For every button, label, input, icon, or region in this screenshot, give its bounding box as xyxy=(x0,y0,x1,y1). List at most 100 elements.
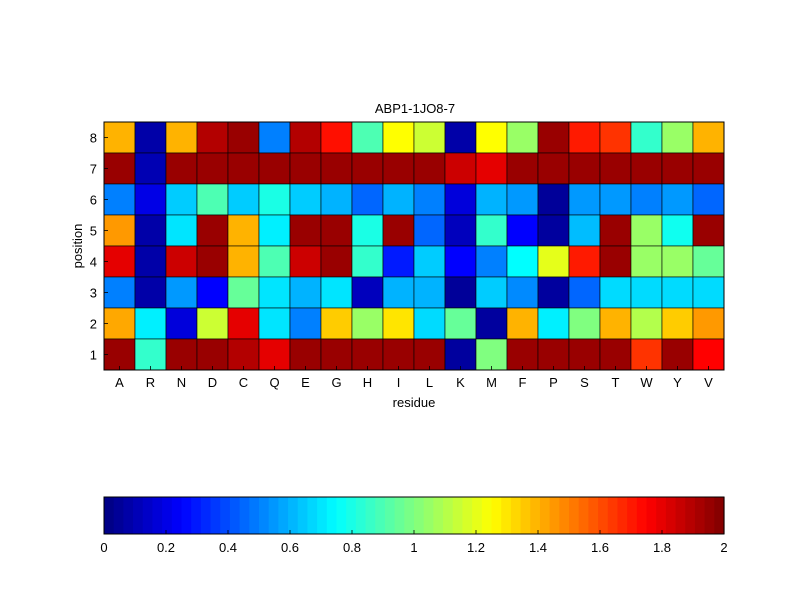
heatmap-cell-2-I xyxy=(382,307,415,340)
heatmap-cell-7-R xyxy=(134,152,167,185)
heatmap-cell-5-W xyxy=(630,214,663,247)
heatmap-cell-2-G xyxy=(320,307,353,340)
heatmap-cell-8-I xyxy=(382,121,415,154)
colorbar-swatch xyxy=(598,497,609,534)
heatmap-cell-1-A xyxy=(103,338,136,371)
heatmap-cell-2-P xyxy=(537,307,570,340)
colorbar-tick-label-1.4: 1.4 xyxy=(529,540,547,555)
colorbar-swatch xyxy=(559,497,570,534)
colorbar-swatch xyxy=(656,497,667,534)
heatmap-cell-5-A xyxy=(103,214,136,247)
heatmap-cell-1-Q xyxy=(258,338,291,371)
colorbar-swatch xyxy=(288,497,299,534)
heatmap-cell-3-W xyxy=(630,276,663,309)
heatmap-cell-1-T xyxy=(599,338,632,371)
x-axis-label: residue xyxy=(393,395,436,410)
heatmap-cell-3-R xyxy=(134,276,167,309)
heatmap-cell-3-N xyxy=(165,276,198,309)
colorbar-swatch xyxy=(607,497,619,534)
colorbar-swatch xyxy=(113,497,124,534)
heatmap-cell-7-T xyxy=(599,152,632,185)
heatmap-cell-4-A xyxy=(103,245,136,278)
heatmap-cell-3-P xyxy=(537,276,570,309)
colorbar-swatch xyxy=(481,497,493,534)
heatmap-cell-1-H xyxy=(351,338,384,371)
heatmap-cell-5-V xyxy=(692,214,725,247)
y-tick-label-6: 6 xyxy=(90,193,97,208)
colorbar-swatch xyxy=(539,497,551,534)
heatmap-cell-4-V xyxy=(692,245,725,278)
heatmap-cell-1-V xyxy=(692,338,725,371)
heatmap-cell-6-K xyxy=(444,183,477,216)
colorbar-swatch xyxy=(685,497,696,534)
heatmap-cell-4-F xyxy=(506,245,539,278)
colorbar-swatch xyxy=(384,497,396,534)
heatmap-cell-2-Y xyxy=(661,307,694,340)
colorbar-swatch xyxy=(404,497,415,534)
colorbar-swatch xyxy=(229,497,241,534)
colorbar-swatch xyxy=(191,497,202,534)
colorbar-swatch xyxy=(704,497,715,534)
x-tick-label-V: V xyxy=(704,375,713,390)
x-tick-label-S: S xyxy=(580,375,589,390)
heatmap-cell-2-D xyxy=(196,307,229,340)
heatmap-cell-7-H xyxy=(351,152,384,185)
heatmap-cell-4-Q xyxy=(258,245,291,278)
heatmap-cell-5-R xyxy=(134,214,167,247)
colorbar-swatch xyxy=(452,497,464,534)
colorbar-swatch xyxy=(414,497,425,534)
x-tick-label-F: F xyxy=(519,375,527,390)
x-tick-label-A: A xyxy=(115,375,124,390)
colorbar-swatch xyxy=(569,497,580,534)
colorbar-swatch xyxy=(346,497,357,534)
colorbar-swatch xyxy=(520,497,531,534)
heatmap-cell-4-M xyxy=(475,245,508,278)
x-tick-label-T: T xyxy=(612,375,620,390)
heatmap-cell-6-Q xyxy=(258,183,291,216)
heatmap-cell-6-M xyxy=(475,183,508,216)
heatmap-cell-2-M xyxy=(475,307,508,340)
x-tick-label-K: K xyxy=(456,375,465,390)
colorbar-swatch xyxy=(549,497,560,534)
colorbar-swatch xyxy=(210,497,221,534)
heatmap-cell-1-N xyxy=(165,338,198,371)
heatmap-cell-7-E xyxy=(289,152,322,185)
x-tick-label-G: G xyxy=(331,375,341,390)
heatmap-cell-1-C xyxy=(227,338,260,371)
colorbar-tick-label-1: 1 xyxy=(410,540,417,555)
colorbar-swatch xyxy=(278,497,289,534)
heatmap-cell-7-A xyxy=(103,152,136,185)
heatmap-cell-1-I xyxy=(382,338,415,371)
colorbar-swatch xyxy=(394,497,405,534)
heatmap-cell-2-A xyxy=(103,307,136,340)
colorbar-tick-label-1.6: 1.6 xyxy=(591,540,609,555)
heatmap-cell-5-S xyxy=(568,214,601,247)
colorbar-swatch xyxy=(636,497,648,534)
heatmap-cell-8-P xyxy=(537,121,570,154)
x-tick-label-N: N xyxy=(177,375,186,390)
colorbar-swatch xyxy=(307,497,318,534)
colorbar-swatch xyxy=(433,497,444,534)
heatmap-cell-3-Q xyxy=(258,276,291,309)
x-tick-label-R: R xyxy=(146,375,155,390)
colorbar-swatch xyxy=(259,497,270,534)
x-tick-label-D: D xyxy=(208,375,217,390)
colorbar-swatch xyxy=(443,497,454,534)
heatmap-cell-2-H xyxy=(351,307,384,340)
y-axis-label: position xyxy=(70,224,85,269)
heatmap-cell-6-P xyxy=(537,183,570,216)
x-tick-label-H: H xyxy=(363,375,372,390)
heatmap-cell-7-G xyxy=(320,152,353,185)
colorbar-swatch xyxy=(220,497,231,534)
heatmap-cell-1-P xyxy=(537,338,570,371)
heatmap-cell-7-K xyxy=(444,152,477,185)
heatmap-cell-1-L xyxy=(413,338,446,371)
heatmap-cell-2-T xyxy=(599,307,632,340)
heatmap-cell-8-H xyxy=(351,121,384,154)
heatmap-cell-4-N xyxy=(165,245,198,278)
heatmap-cell-3-F xyxy=(506,276,539,309)
chart-title: ABP1-1JO8-7 xyxy=(375,101,455,116)
y-tick-label-3: 3 xyxy=(90,286,97,301)
heatmap-cell-5-F xyxy=(506,214,539,247)
